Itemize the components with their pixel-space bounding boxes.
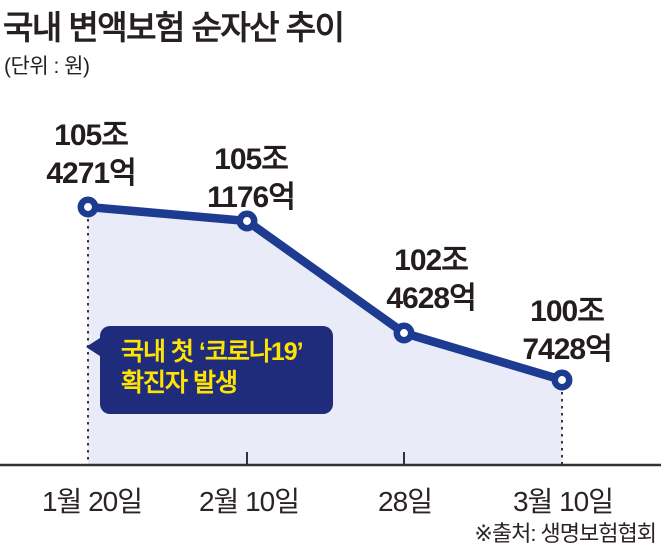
annotation-callout: 국내 첫 ‘코로나19’ 확진자 발생 [100, 326, 333, 414]
data-label-4-line1: 100조 [530, 295, 605, 328]
data-point-marker-1 [77, 196, 99, 218]
data-point-marker-4 [551, 369, 573, 391]
annotation-line1: 국내 첫 ‘코로나19’ [121, 338, 304, 366]
data-label-3-line1: 102조 [394, 244, 469, 277]
x-axis-label-1: 1월 20일 [41, 486, 143, 517]
data-point-marker-2 [236, 210, 258, 232]
unit-label: (단위 : 원) [4, 55, 90, 78]
data-label-3: 102조 4628억 [386, 242, 476, 318]
data-label-3-line2: 4628억 [386, 282, 476, 315]
data-label-1-line1: 105조 [54, 119, 129, 152]
data-label-2-line2: 1176억 [207, 181, 296, 214]
data-label-1-line2: 4271억 [46, 157, 136, 190]
data-label-2-line1: 105조 [214, 143, 289, 176]
trend-line [83, 202, 567, 385]
data-label-4-line2: 7428억 [522, 333, 612, 366]
data-label-4: 100조 7428억 [522, 293, 612, 369]
data-label-1: 105조 4271억 [46, 117, 136, 193]
x-axis-label-2: 2월 10일 [198, 486, 300, 517]
page-title: 국내 변액보험 순자산 추이 [3, 9, 345, 46]
data-point-marker-3 [393, 322, 415, 344]
annotation-line2: 확진자 발생 [121, 369, 238, 397]
annotation-arrow [86, 336, 103, 358]
x-axis-label-3: 28일 [378, 486, 433, 517]
x-axis-label-4: 3월 10일 [512, 486, 614, 517]
source-credit: ※출처: 생명보험협회 [474, 521, 657, 546]
data-label-2: 105조 1176억 [207, 141, 296, 217]
